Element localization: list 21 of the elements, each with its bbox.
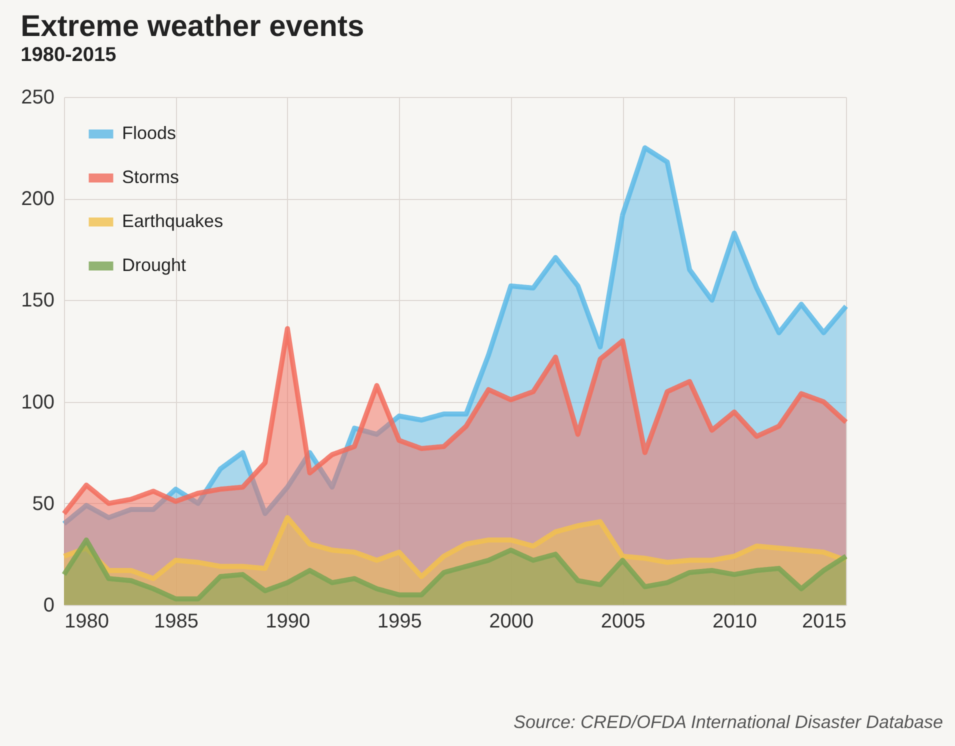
y-tick-label: 50 — [32, 492, 54, 515]
chart-title: Extreme weather events — [20, 10, 364, 43]
y-tick-label: 0 — [43, 594, 54, 616]
chart-subtitle: 1980-2015 — [20, 44, 116, 66]
legend-label: Storms — [122, 167, 180, 187]
legend-label: Earthquakes — [122, 211, 224, 231]
y-tick-label: 150 — [21, 290, 54, 312]
x-tick-label: 1990 — [266, 610, 310, 632]
y-tick-label: 250 — [21, 86, 54, 108]
source-note: Source: CRED/OFDA International Disaster Database — [512, 712, 943, 733]
x-tick-label: 1985 — [154, 610, 198, 632]
x-tick-label: 2010 — [712, 610, 758, 632]
x-tick-label: 2005 — [600, 610, 646, 632]
x-tick-label: 1980 — [64, 610, 109, 632]
legend-label: Floods — [122, 123, 176, 143]
y-tick-label: 200 — [21, 188, 54, 210]
y-tick-label: 100 — [21, 391, 54, 414]
x-tick-label: 2000 — [489, 610, 534, 632]
x-tick-label: 1995 — [377, 610, 422, 632]
legend-label: Drought — [122, 255, 186, 275]
x-tick-label: 2015 — [802, 610, 846, 632]
